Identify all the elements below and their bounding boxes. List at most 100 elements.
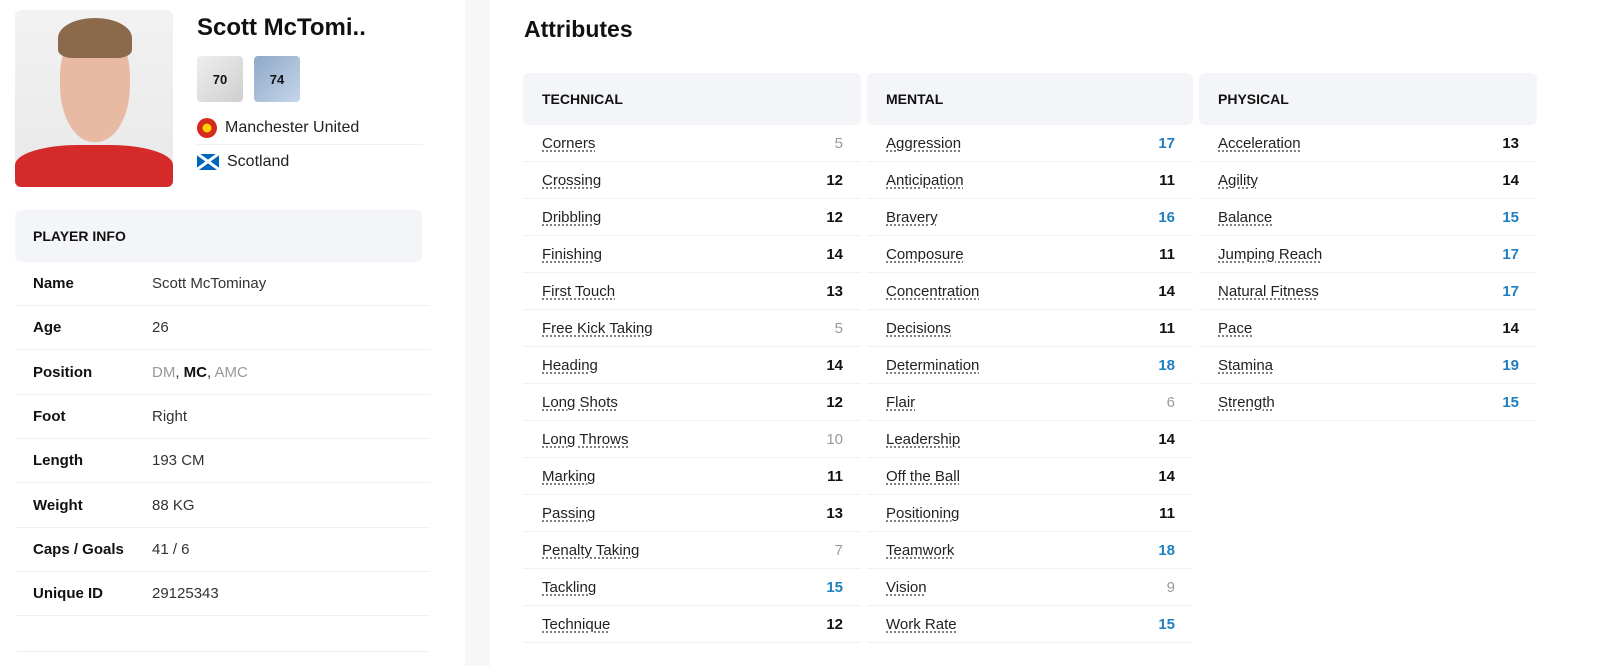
info-label: Position xyxy=(33,363,93,381)
attribute-name[interactable]: Marking xyxy=(542,467,596,485)
info-value: Right xyxy=(152,407,188,425)
attribute-value: 7 xyxy=(834,541,843,559)
attribute-value: 12 xyxy=(826,615,843,633)
attribute-name[interactable]: Corners xyxy=(542,134,596,152)
divider xyxy=(17,651,428,652)
attribute-name[interactable]: Leadership xyxy=(886,430,961,448)
position-value: DM, MC, AMC xyxy=(152,363,248,381)
attribute-row: Work Rate 15 xyxy=(867,606,1193,643)
player-name: Scott McTomi.. xyxy=(197,14,366,41)
attribute-name[interactable]: Determination xyxy=(886,356,980,374)
attribute-value: 15 xyxy=(1502,393,1519,411)
attribute-row: Long Throws 10 xyxy=(523,421,861,458)
column-header: PHYSICAL xyxy=(1199,73,1537,125)
attribute-name[interactable]: Finishing xyxy=(542,245,603,263)
attribute-name[interactable]: Aggression xyxy=(886,134,962,152)
attribute-name[interactable]: Balance xyxy=(1218,208,1273,226)
attribute-row: Strength 15 xyxy=(1199,384,1537,421)
info-label: Length xyxy=(33,452,83,470)
attribute-name[interactable]: Stamina xyxy=(1218,356,1274,374)
attributes-title: Attributes xyxy=(524,16,633,42)
attribute-name[interactable]: Technique xyxy=(542,615,611,633)
info-value: 26 xyxy=(152,319,169,337)
attribute-row: Dribbling 12 xyxy=(523,199,861,236)
attribute-value: 18 xyxy=(1158,356,1175,374)
attribute-value: 15 xyxy=(1158,615,1175,633)
attribute-name[interactable]: Tackling xyxy=(542,578,597,596)
attribute-name[interactable]: Teamwork xyxy=(886,541,955,559)
attribute-column-physical: PHYSICAL Acceleration 13 Agility 14 Balance 15… xyxy=(1199,73,1537,421)
info-value: 41 / 6 xyxy=(152,540,190,558)
attribute-name[interactable]: Off the Ball xyxy=(886,467,960,485)
info-row: Weight 88 KG xyxy=(15,484,430,528)
attribute-name[interactable]: Passing xyxy=(542,504,596,522)
attribute-name[interactable]: Flair xyxy=(886,393,916,411)
attribute-name[interactable]: Pace xyxy=(1218,319,1253,337)
attribute-row: Concentration 14 xyxy=(867,273,1193,310)
attribute-name[interactable]: Vision xyxy=(886,578,927,596)
attribute-row: Corners 5 xyxy=(523,125,861,162)
attribute-value: 6 xyxy=(1166,393,1175,411)
attribute-column-technical: TECHNICAL Corners 5 Crossing 12 Dribbling 12 Fi… xyxy=(523,73,861,643)
attribute-name[interactable]: Penalty Taking xyxy=(542,541,640,559)
attribute-row: Decisions 11 xyxy=(867,310,1193,347)
info-value: 88 KG xyxy=(152,496,195,514)
attribute-row: Teamwork 18 xyxy=(867,532,1193,569)
info-row: Position DM, MC, AMC xyxy=(15,351,430,395)
attribute-value: 14 xyxy=(1502,171,1519,189)
attribute-value: 17 xyxy=(1502,282,1519,300)
attribute-name[interactable]: First Touch xyxy=(542,282,616,300)
column-header: TECHNICAL xyxy=(523,73,861,125)
info-label: Name xyxy=(33,275,74,292)
info-label: Weight xyxy=(33,496,83,514)
attribute-name[interactable]: Concentration xyxy=(886,282,980,300)
player-info-header: PLAYER INFO xyxy=(15,210,422,262)
attribute-value: 14 xyxy=(1158,467,1175,485)
column-header: MENTAL xyxy=(867,73,1193,125)
attribute-value: 13 xyxy=(826,504,843,522)
info-row: Name Scott McTominay xyxy=(15,262,430,306)
attribute-row: Heading 14 xyxy=(523,347,861,384)
player-sidebar: Scott McTomi.. 70 74 Manchester United S… xyxy=(0,0,465,666)
attribute-name[interactable]: Crossing xyxy=(542,171,602,189)
info-row: Unique ID 29125343 xyxy=(15,572,430,617)
attribute-name[interactable]: Dribbling xyxy=(542,208,602,226)
attribute-value: 12 xyxy=(826,171,843,189)
attribute-name[interactable]: Heading xyxy=(542,356,598,374)
attribute-row: Determination 18 xyxy=(867,347,1193,384)
club-name: Manchester United xyxy=(225,118,360,136)
attribute-value: 11 xyxy=(1159,245,1175,263)
nation-link[interactable]: Scotland xyxy=(197,145,423,179)
player-photo xyxy=(15,10,173,187)
scotland-flag-icon xyxy=(197,154,219,170)
attribute-value: 10 xyxy=(826,430,843,448)
attribute-name[interactable]: Decisions xyxy=(886,319,952,337)
attribute-value: 12 xyxy=(826,208,843,226)
attribute-name[interactable]: Acceleration xyxy=(1218,134,1301,152)
attribute-name[interactable]: Long Throws xyxy=(542,430,629,448)
attribute-name[interactable]: Agility xyxy=(1218,171,1259,189)
attribute-value: 17 xyxy=(1502,245,1519,263)
attribute-name[interactable]: Free Kick Taking xyxy=(542,319,653,337)
attribute-name[interactable]: Anticipation xyxy=(886,171,964,189)
attribute-name[interactable]: Natural Fitness xyxy=(1218,282,1319,300)
attribute-row: Penalty Taking 7 xyxy=(523,532,861,569)
attribute-value: 11 xyxy=(1159,171,1175,189)
attribute-name[interactable]: Strength xyxy=(1218,393,1275,411)
club-link[interactable]: Manchester United xyxy=(197,111,423,145)
attribute-row: Vision 9 xyxy=(867,569,1193,606)
attribute-name[interactable]: Work Rate xyxy=(886,615,957,633)
attribute-row: Anticipation 11 xyxy=(867,162,1193,199)
attribute-row: Positioning 11 xyxy=(867,495,1193,532)
info-row: Length 193 CM xyxy=(15,439,430,484)
attribute-value: 5 xyxy=(834,319,843,337)
attribute-row: Crossing 12 xyxy=(523,162,861,199)
attribute-name[interactable]: Bravery xyxy=(886,208,938,226)
attribute-name[interactable]: Jumping Reach xyxy=(1218,245,1323,263)
attribute-name[interactable]: Long Shots xyxy=(542,393,618,411)
attribute-row: Agility 14 xyxy=(1199,162,1537,199)
attribute-name[interactable]: Composure xyxy=(886,245,964,263)
attribute-row: Marking 11 xyxy=(523,458,861,495)
attribute-name[interactable]: Positioning xyxy=(886,504,960,522)
attribute-value: 14 xyxy=(826,245,843,263)
